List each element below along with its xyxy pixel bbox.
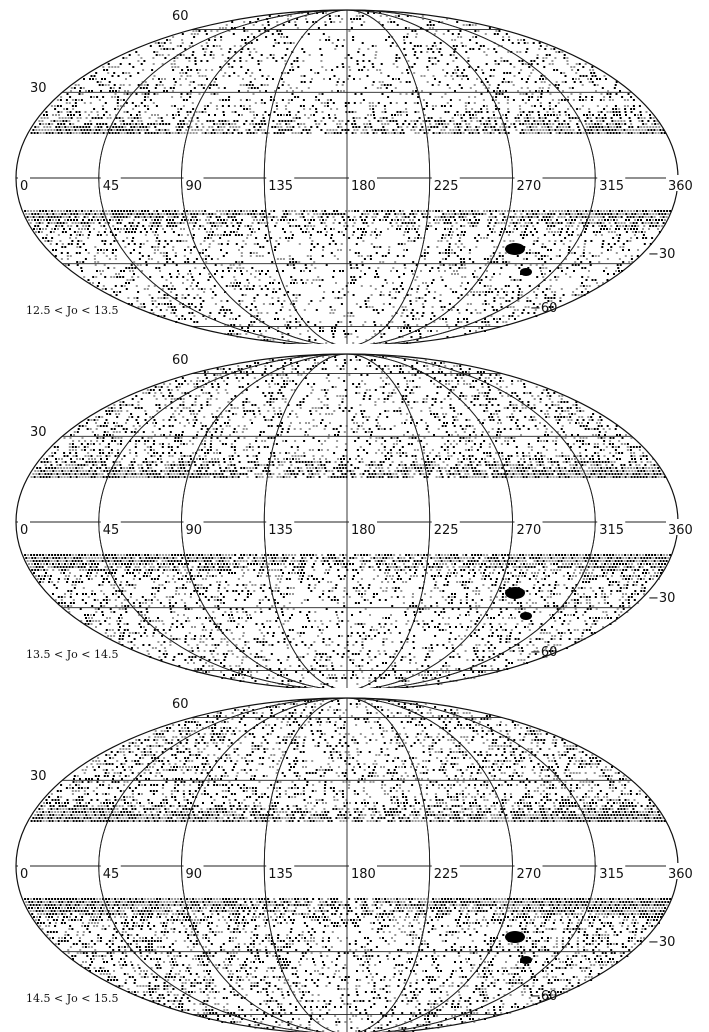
longitude-label: 315 xyxy=(599,179,624,194)
longitude-label: 90 xyxy=(186,179,203,194)
star-density-dots xyxy=(24,12,672,344)
cloud-blob xyxy=(505,587,525,599)
latitude-label: 30 xyxy=(30,425,47,440)
longitude-label: 225 xyxy=(434,867,459,882)
longitude-label: 90 xyxy=(186,867,203,882)
sky-map-panel-3: 0 45 90 135 180 225 270 315 360 60 30 −30 −60 14.5 < … xyxy=(15,697,694,1032)
longitude-label: 360 xyxy=(668,523,693,538)
longitude-label: 135 xyxy=(268,867,293,882)
longitude-label: 45 xyxy=(103,867,120,882)
latitude-label: 60 xyxy=(172,353,189,368)
latitude-label: −60 xyxy=(530,645,557,660)
sky-map-panel-1: 0 45 90 135 180 225 270 315 360 60 30 −30 −60 12.5 < … xyxy=(15,9,694,344)
latitude-label: 30 xyxy=(30,769,47,784)
longitude-label: 135 xyxy=(268,179,293,194)
magnitude-range-label: 13.5 < Jo < 14.5 xyxy=(26,648,118,661)
latitude-label: −30 xyxy=(648,247,675,262)
latitude-label: −30 xyxy=(648,935,675,950)
longitude-label: 135 xyxy=(268,523,293,538)
longitude-label: 270 xyxy=(517,179,542,194)
star-density-dots xyxy=(24,356,672,688)
longitude-label: 360 xyxy=(668,867,693,882)
latitude-label: 60 xyxy=(172,697,189,712)
cloud-blob xyxy=(520,956,532,964)
longitude-label: 0 xyxy=(20,523,28,538)
longitude-label: 90 xyxy=(186,523,203,538)
cloud-blob xyxy=(520,612,532,620)
magnitude-range-label: 12.5 < Jo < 13.5 xyxy=(26,304,118,317)
longitude-label: 270 xyxy=(517,523,542,538)
longitude-label: 180 xyxy=(351,867,376,882)
magnitude-range-label: 14.5 < Jo < 15.5 xyxy=(26,992,118,1005)
longitude-label: 270 xyxy=(517,867,542,882)
longitude-label: 315 xyxy=(599,867,624,882)
longitude-label: 315 xyxy=(599,523,624,538)
longitude-label: 180 xyxy=(351,523,376,538)
star-density-dots xyxy=(24,700,672,1032)
sky-map-panel-2: 0 45 90 135 180 225 270 315 360 60 30 −30 −60 13.5 < … xyxy=(15,353,694,688)
latitude-label: −60 xyxy=(530,301,557,316)
cloud-blob xyxy=(505,243,525,255)
latitude-label: −60 xyxy=(530,989,557,1004)
cloud-blob xyxy=(520,268,532,276)
cloud-blob xyxy=(505,931,525,943)
longitude-label: 45 xyxy=(103,523,120,538)
latitude-label: 30 xyxy=(30,81,47,96)
longitude-label: 45 xyxy=(103,179,120,194)
longitude-label: 0 xyxy=(20,179,28,194)
longitude-label: 360 xyxy=(668,179,693,194)
longitude-label: 225 xyxy=(434,523,459,538)
longitude-label: 0 xyxy=(20,867,28,882)
latitude-label: −30 xyxy=(648,591,675,606)
latitude-label: 60 xyxy=(172,9,189,24)
longitude-label: 180 xyxy=(351,179,376,194)
longitude-label: 225 xyxy=(434,179,459,194)
